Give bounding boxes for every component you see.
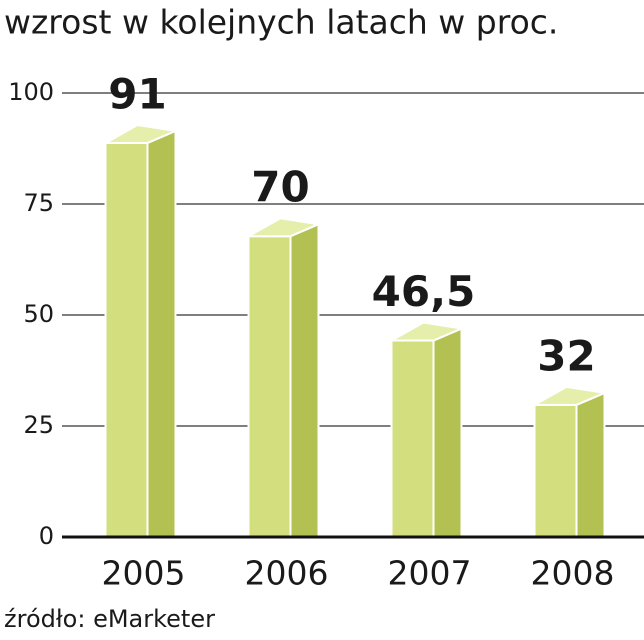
y-tick-label: 25 bbox=[23, 411, 54, 439]
bar-front bbox=[104, 141, 149, 539]
bar bbox=[101, 123, 180, 539]
bar-top bbox=[387, 321, 466, 342]
value-label: 32 bbox=[537, 331, 595, 380]
x-tick-label: 2008 bbox=[531, 554, 615, 593]
y-tick-label: 0 bbox=[39, 522, 54, 550]
value-label: 46,5 bbox=[372, 267, 476, 316]
bar bbox=[244, 217, 323, 538]
bar-front bbox=[390, 339, 435, 539]
bar-side bbox=[575, 391, 606, 538]
value-label: 70 bbox=[251, 163, 309, 212]
chart-source: źródło: eMarketer bbox=[4, 605, 215, 633]
value-label: 91 bbox=[108, 69, 166, 118]
bar bbox=[530, 385, 609, 539]
chart-title: wzrost w kolejnych latach w proc. bbox=[4, 3, 558, 42]
y-tick-label: 100 bbox=[8, 78, 54, 106]
bar-front bbox=[533, 403, 578, 539]
bar-front bbox=[247, 235, 292, 538]
bar bbox=[387, 321, 466, 539]
y-tick-label: 50 bbox=[23, 300, 54, 328]
x-tick-label: 2006 bbox=[245, 554, 329, 593]
bar-side bbox=[146, 129, 177, 538]
bar-top bbox=[244, 217, 323, 238]
y-tick-label: 75 bbox=[23, 189, 54, 217]
bar-top bbox=[101, 123, 180, 144]
bar-top bbox=[530, 385, 609, 406]
x-tick-label: 2005 bbox=[102, 554, 186, 593]
bar-side bbox=[432, 327, 463, 538]
x-tick-label: 2007 bbox=[388, 554, 472, 593]
bar-side bbox=[289, 222, 320, 538]
